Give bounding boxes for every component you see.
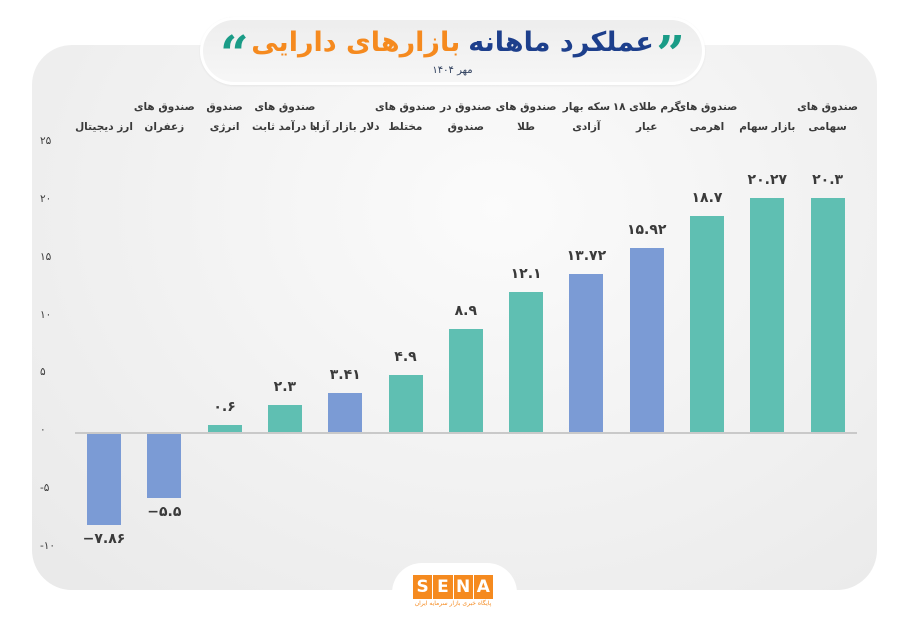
quote-mark-right-icon: ” <box>656 24 685 83</box>
category-label: دلار بازار آزاد <box>295 97 395 137</box>
category-label: صندوق در صندوق <box>416 97 516 137</box>
value-label: ۸.۹ <box>454 303 477 320</box>
category-label: صندوق انرژی <box>175 97 275 137</box>
y-tick-label: ۲۵ <box>40 135 52 148</box>
title-banner: ” “ عملکرد ماهانه بازارهای دارایی مهر ۱۴… <box>200 17 705 85</box>
category-label-line1: صندوق های <box>254 101 316 113</box>
value-label: ۱۵.۹۲ <box>626 222 667 239</box>
y-tick-label: ۱۰ <box>40 308 52 321</box>
value-label: ۲.۳ <box>273 379 297 396</box>
value-label: −۷.۸۶ <box>82 530 126 547</box>
category-label-line2: زعفران <box>144 121 185 133</box>
y-tick-label: ۲۰ <box>40 193 52 205</box>
value-label: ۰.۶ <box>213 399 236 416</box>
category-label-line1: صندوق های <box>495 101 557 113</box>
logo-letter: S <box>413 575 433 599</box>
zero-axis-line <box>75 432 857 434</box>
category-label-line1: گرم طلای ۱۸ <box>612 101 681 113</box>
value-label: ۳.۴۱ <box>329 366 361 383</box>
category-label-line2: با درآمد ثابت <box>252 121 318 133</box>
category-label-line2: اهرمی <box>689 121 725 133</box>
logo-tagline: پایگاه خبری بازار سرمایه ایران <box>414 600 492 607</box>
bar <box>690 216 724 432</box>
bar <box>448 329 483 432</box>
bar <box>810 197 845 432</box>
y-tick-label: ۰ <box>40 424 46 436</box>
value-label: ۱۳.۷۲ <box>566 247 607 264</box>
category-label-line2: دلار بازار آزاد <box>310 121 380 133</box>
value-label: ۱۸.۷ <box>691 190 723 206</box>
value-label: ۲۰.۲۷ <box>747 171 788 188</box>
category-label: صندوق های سهامی <box>778 97 878 137</box>
category-label: بازار سهام <box>717 97 817 137</box>
category-label-line2: طلا <box>517 121 536 133</box>
logo-letter: A <box>473 575 493 599</box>
category-label: گرم طلای ۱۸ عیار <box>597 97 697 137</box>
bar <box>569 273 604 432</box>
quote-mark-left-icon: “ <box>220 24 249 83</box>
value-label: ۱۲.۱ <box>510 266 542 283</box>
bar <box>629 248 664 432</box>
category-label-line1: صندوق <box>206 101 243 113</box>
category-label-line2: صندوق <box>447 121 484 133</box>
category-label: صندوق های طلا <box>476 97 576 137</box>
logo-letter: N <box>453 575 473 599</box>
category-label: صندوق های مختلط <box>356 97 456 137</box>
category-label: صندوق های با درآمد ثابت <box>235 97 335 137</box>
logo-letter: E <box>433 575 453 599</box>
category-label: سکه بهار آزادی <box>536 97 636 137</box>
title-orange-part: بازارهای دارایی <box>251 27 461 58</box>
y-tick-label: ۵ <box>40 366 46 379</box>
bar <box>207 425 242 432</box>
category-label-line2: ارز دیجیتال <box>75 121 133 133</box>
bar <box>388 375 423 432</box>
bar <box>147 434 182 498</box>
y-tick-label: ۱۵ <box>40 250 52 263</box>
y-tick-label: -۱۰ <box>40 539 56 552</box>
category-label: ارز دیجیتال <box>54 97 154 137</box>
value-label: −۵.۵ <box>147 503 182 520</box>
category-label: صندوق های اهرمی <box>657 97 757 137</box>
bar <box>87 434 121 525</box>
category-label-line1: صندوق های <box>676 101 738 113</box>
bar <box>750 197 785 432</box>
category-label-line2: سهامی <box>808 121 847 133</box>
category-label-line1: صندوق های <box>797 101 859 113</box>
category-label-line2: بازار سهام <box>739 121 796 133</box>
chart-card <box>32 45 877 590</box>
category-label-line2: آزادی <box>572 121 601 133</box>
category-label-line2: انرژی <box>209 121 240 133</box>
category-label-line2: عیار <box>635 121 658 133</box>
y-tick-label: -۵ <box>40 481 50 494</box>
title-dark-part: عملکرد ماهانه <box>468 27 654 58</box>
category-label-line1: سکه بهار <box>562 101 611 113</box>
category-label-line2: مختلط <box>388 121 423 133</box>
category-label: صندوق های زعفران <box>114 97 214 137</box>
category-label-line1: صندوق های <box>133 101 195 113</box>
chart-subtitle: مهر ۱۴۰۴ <box>432 65 473 76</box>
chart-title: عملکرد ماهانه بازارهای دارایی <box>200 23 705 63</box>
bar <box>267 405 302 432</box>
bar <box>509 292 544 432</box>
sena-logo: S E N A <box>413 575 493 599</box>
bar <box>328 392 363 432</box>
category-label-line1: صندوق های <box>375 101 436 113</box>
value-label: ۲۰.۳ <box>812 171 844 188</box>
value-label: ۴.۹ <box>394 349 417 366</box>
category-label-line1: صندوق در <box>440 101 492 113</box>
